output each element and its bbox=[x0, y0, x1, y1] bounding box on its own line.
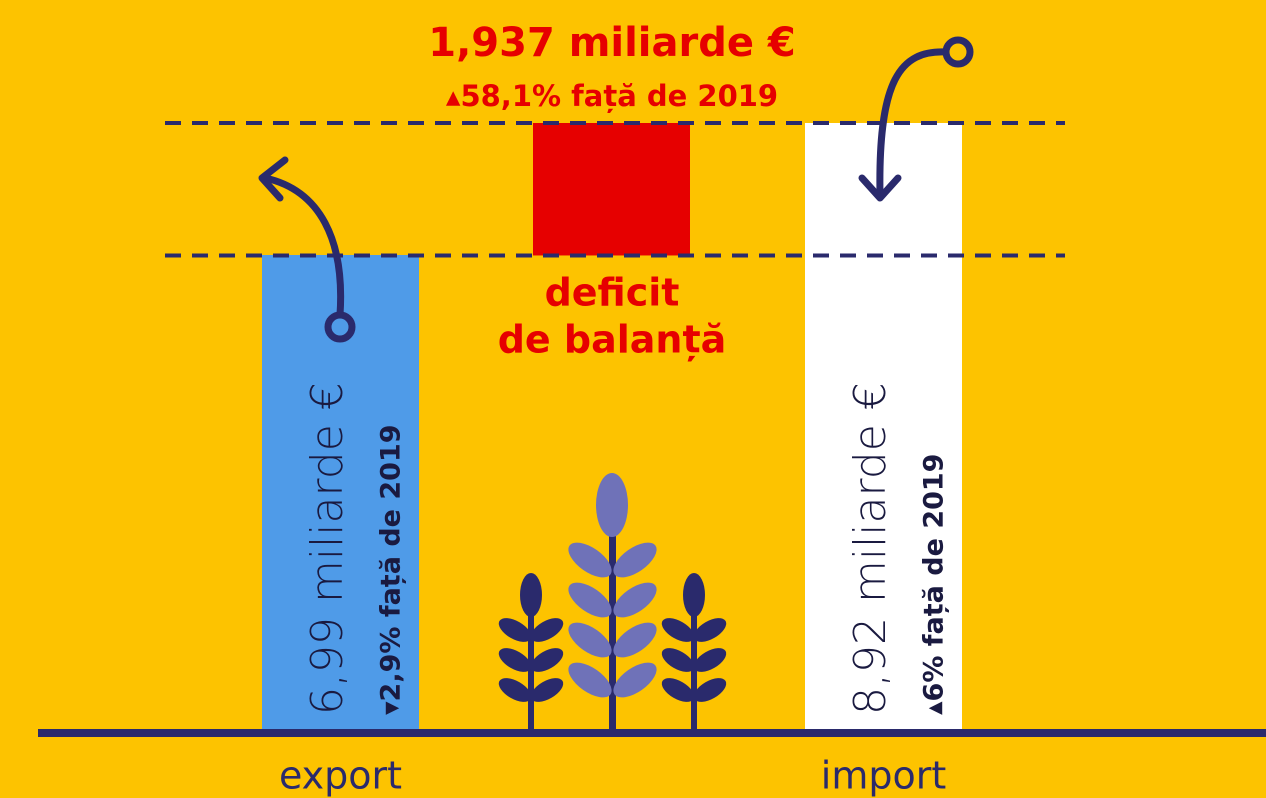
category-label: export bbox=[279, 754, 402, 798]
bar-value-label: 8,92 miliarde € bbox=[845, 382, 896, 715]
bar-value-label: 6,99 miliarde € bbox=[302, 382, 353, 715]
bar-change-label: ▴6% față de 2019 bbox=[919, 454, 950, 715]
wheat-icon bbox=[498, 473, 727, 735]
deficit-value: 1,937 miliarde € bbox=[428, 20, 796, 66]
category-label: import bbox=[821, 754, 946, 798]
deficit-change: ▴58,1% față de 2019 bbox=[446, 79, 778, 113]
deficit-bar bbox=[533, 123, 690, 256]
baseline bbox=[38, 729, 1266, 737]
bar-change-label: ▾2,9% față de 2019 bbox=[376, 424, 407, 715]
arrows bbox=[258, 36, 974, 343]
deficit-label: de balanță bbox=[498, 318, 727, 362]
bar bbox=[805, 123, 962, 733]
deficit-label: deficit bbox=[545, 271, 680, 315]
bar bbox=[262, 254, 419, 733]
